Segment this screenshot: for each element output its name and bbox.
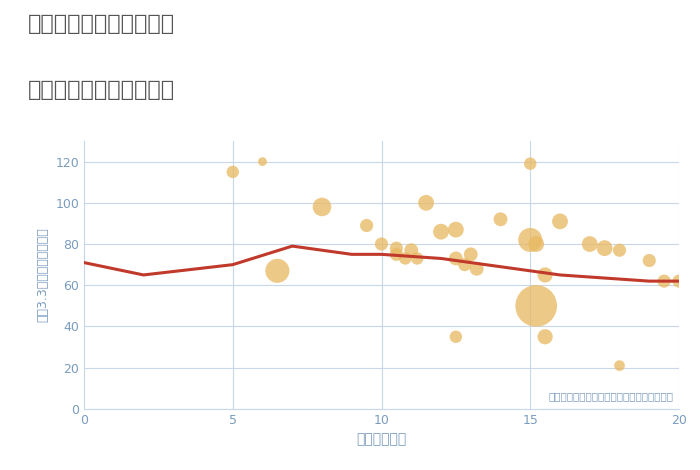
Point (471, 265, 482, 273)
Point (412, 255, 423, 262)
Point (450, 255, 461, 262)
Text: 円の大きさは、取引のあった物件面積を示す: 円の大きさは、取引のあった物件面積を示す (548, 391, 673, 401)
Point (599, 244, 610, 252)
Y-axis label: 坪（3.3㎡）単価（万円）: 坪（3.3㎡）単価（万円） (36, 227, 50, 322)
Point (361, 222, 372, 229)
Point (272, 267, 283, 274)
Point (584, 240, 595, 248)
Text: 埼玉県鴻巣市ひばり野の: 埼玉県鴻巣市ひばり野の (28, 14, 175, 34)
Text: 駅距離別中古戸建て価格: 駅距離別中古戸建て価格 (28, 80, 175, 100)
Point (614, 362, 625, 369)
Point (673, 277, 685, 285)
Point (540, 271, 551, 279)
Point (525, 160, 536, 167)
Point (554, 218, 566, 225)
Point (614, 246, 625, 254)
Point (465, 251, 476, 258)
Point (435, 228, 447, 235)
Point (540, 333, 551, 341)
Point (316, 203, 328, 211)
Point (406, 246, 417, 254)
Point (525, 236, 536, 243)
Point (421, 199, 432, 207)
Point (495, 216, 506, 223)
Point (531, 302, 542, 310)
Point (531, 240, 542, 248)
Point (400, 255, 411, 262)
Point (391, 244, 402, 252)
Point (450, 226, 461, 234)
Point (257, 158, 268, 165)
Point (659, 277, 670, 285)
X-axis label: 駅距離（分）: 駅距離（分） (356, 432, 407, 446)
Point (227, 168, 238, 176)
Point (459, 261, 470, 268)
Point (644, 257, 655, 264)
Point (376, 240, 387, 248)
Point (391, 251, 402, 258)
Point (450, 333, 461, 341)
